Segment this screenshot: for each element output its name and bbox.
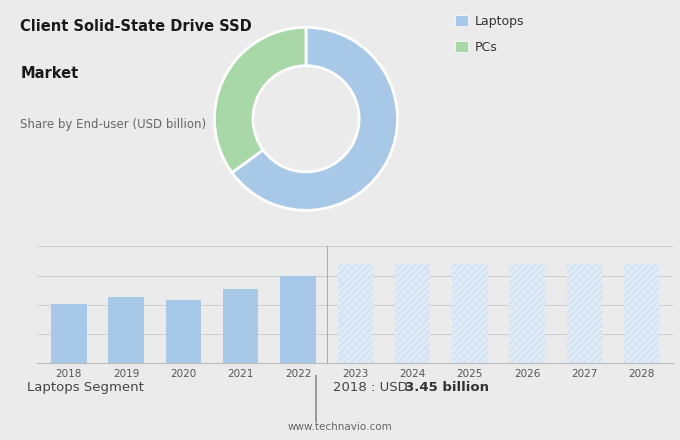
Text: Laptops Segment: Laptops Segment (27, 381, 144, 394)
Bar (108, 297, 144, 363)
Bar (395, 264, 430, 363)
Legend: Laptops, PCs: Laptops, PCs (455, 15, 524, 54)
Bar (395, 264, 430, 363)
Bar (452, 264, 488, 363)
Wedge shape (214, 27, 306, 172)
Bar (509, 264, 545, 363)
Bar (223, 289, 258, 363)
Wedge shape (232, 27, 398, 210)
Bar (624, 264, 660, 363)
Bar (337, 264, 373, 363)
Text: 3.45 billion: 3.45 billion (405, 381, 489, 394)
Text: Client Solid-State Drive SSD: Client Solid-State Drive SSD (20, 19, 252, 34)
Text: Share by End-user (USD billion): Share by End-user (USD billion) (20, 117, 207, 131)
Text: Market: Market (20, 66, 79, 81)
Bar (51, 304, 86, 363)
Bar (166, 300, 201, 363)
Bar (509, 264, 545, 363)
Text: www.technavio.com: www.technavio.com (288, 422, 392, 432)
Bar (624, 264, 660, 363)
Bar (337, 264, 373, 363)
Bar (280, 275, 316, 363)
Bar (566, 264, 602, 363)
Bar (566, 264, 602, 363)
Text: 2018 : USD: 2018 : USD (333, 381, 412, 394)
Bar (452, 264, 488, 363)
